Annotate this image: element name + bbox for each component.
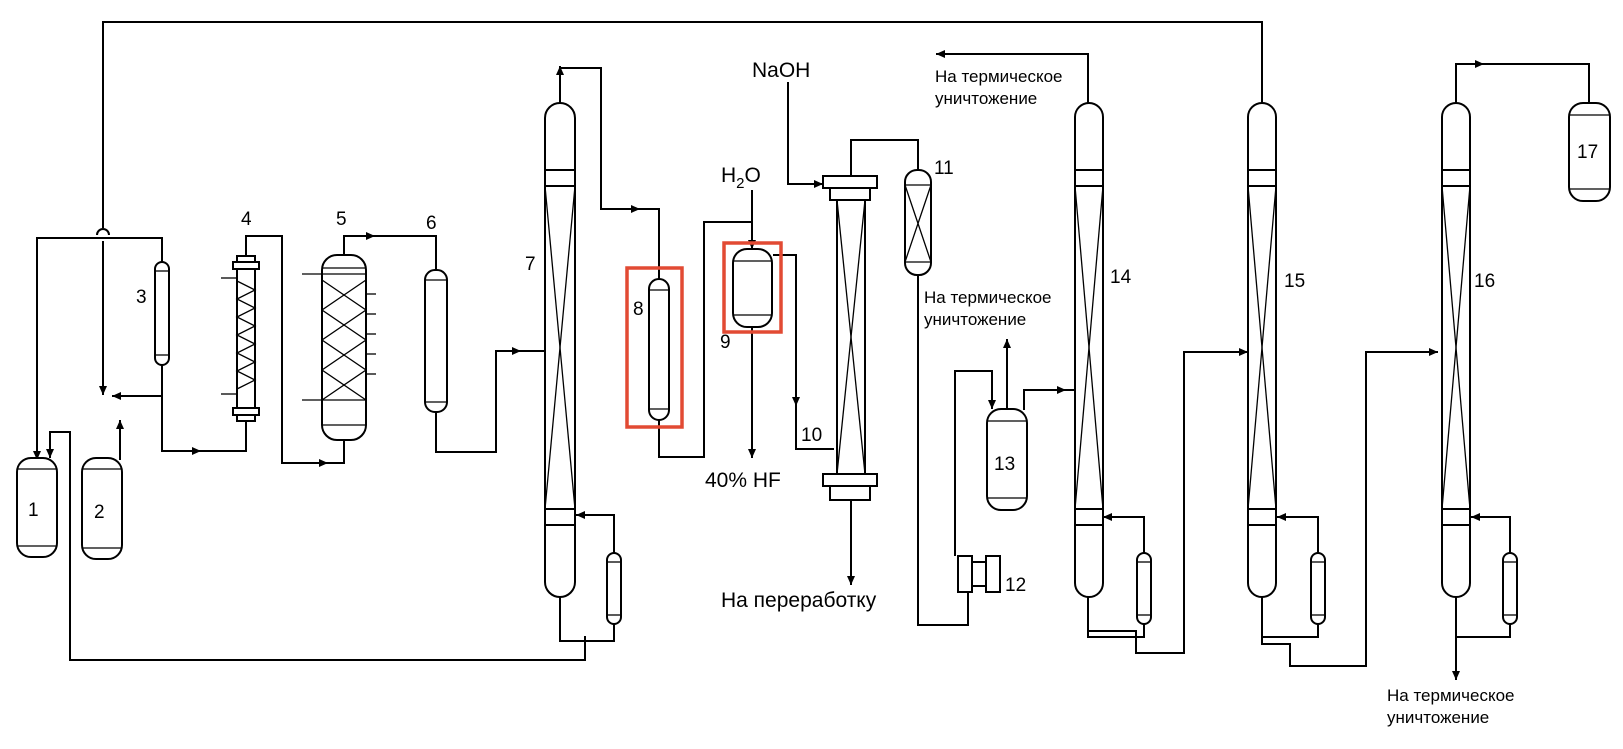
naoh-label: NaOH bbox=[752, 59, 810, 82]
line-3-to-1 bbox=[97, 237, 163, 262]
h2o-label: H2O bbox=[721, 164, 761, 192]
tank-1[interactable] bbox=[16, 457, 58, 558]
pump-12[interactable] bbox=[957, 555, 1001, 593]
column-15[interactable] bbox=[1247, 102, 1277, 598]
vessel-8[interactable] bbox=[648, 278, 670, 421]
thermal-label-16-line1: На термическое bbox=[1387, 686, 1515, 705]
line-hop bbox=[96, 228, 110, 236]
label-11: 11 bbox=[934, 158, 954, 179]
label-2: 2 bbox=[94, 502, 105, 523]
reflux-loop-16-b bbox=[1471, 513, 1511, 553]
line-4-to-5-b bbox=[326, 440, 345, 464]
label-3: 3 bbox=[136, 287, 147, 308]
thermal-label-14-line1: На термическое bbox=[935, 67, 1063, 86]
label-16: 16 bbox=[1474, 271, 1495, 292]
vessel-3[interactable] bbox=[154, 261, 170, 366]
equipment-labels: 1 2 3 4 5 6 7 8 9 10 11 12 13 14 15 16 1… bbox=[28, 142, 1598, 596]
line-4-feed bbox=[201, 421, 247, 452]
highlight-box-8 bbox=[625, 266, 684, 429]
line-16-top bbox=[1455, 60, 1484, 103]
vessel-9[interactable] bbox=[732, 248, 773, 328]
label-9: 9 bbox=[720, 332, 731, 353]
tank-17[interactable] bbox=[1568, 102, 1611, 202]
line-14-to-15 bbox=[1087, 348, 1248, 654]
line-15-to-16 bbox=[1261, 348, 1438, 667]
line-8-to-9 bbox=[658, 221, 756, 458]
label-14: 14 bbox=[1110, 267, 1132, 288]
column-16[interactable] bbox=[1441, 102, 1471, 598]
reflux-loop-14 bbox=[1087, 597, 1145, 638]
vessel-6[interactable] bbox=[424, 269, 448, 413]
label-8: 8 bbox=[633, 299, 644, 320]
reflux-loop-14-b bbox=[1103, 513, 1145, 553]
column-11[interactable] bbox=[904, 169, 932, 276]
hf-product-label: 40% HF bbox=[705, 469, 781, 492]
line-3-to-4 bbox=[161, 365, 201, 455]
line-5-to-6-b bbox=[370, 235, 437, 270]
label-12: 12 bbox=[1005, 575, 1026, 596]
thermal-label-16-line2: уничтожение bbox=[1387, 708, 1489, 727]
line-14-thermal bbox=[936, 50, 1089, 103]
label-17: 17 bbox=[1577, 142, 1598, 163]
condenser-15[interactable] bbox=[1310, 552, 1326, 625]
label-4: 4 bbox=[241, 209, 252, 230]
line-12-to-13 bbox=[954, 370, 996, 556]
line-naoh bbox=[787, 82, 823, 188]
line-5-to-6 bbox=[343, 232, 375, 255]
label-7: 7 bbox=[525, 254, 536, 275]
column-14[interactable] bbox=[1074, 102, 1104, 598]
reflux-loop-7 bbox=[559, 597, 615, 642]
heat-exchanger-4[interactable] bbox=[221, 255, 260, 422]
label-6: 6 bbox=[426, 213, 437, 234]
piping bbox=[33, 21, 1590, 680]
line-6-to-7 bbox=[435, 347, 521, 453]
line-11-to-12 bbox=[917, 275, 969, 626]
line-9-to-10-b bbox=[795, 404, 834, 450]
label-10: 10 bbox=[801, 425, 822, 446]
condenser-14[interactable] bbox=[1136, 552, 1152, 625]
line-16-to-17 bbox=[1480, 63, 1590, 103]
reflux-loop-7-b bbox=[576, 511, 615, 553]
reflux-loop-15 bbox=[1261, 597, 1319, 638]
stream-labels: NaOH H2O 40% HF На переработку На термич… bbox=[705, 59, 1515, 727]
line-10-to-11 bbox=[850, 139, 919, 176]
line-3-to-1-b bbox=[33, 237, 109, 460]
label-5: 5 bbox=[336, 209, 347, 230]
recycle-bottom-line bbox=[46, 431, 586, 661]
line-13-to-14 bbox=[1023, 386, 1066, 410]
reactor-5[interactable] bbox=[302, 254, 376, 441]
scrubber-10[interactable] bbox=[822, 175, 878, 501]
line-7-to-8-b bbox=[636, 208, 660, 279]
reflux-loop-16 bbox=[1455, 597, 1511, 638]
recycle-top-line bbox=[102, 21, 1263, 228]
reactor-5-ticks bbox=[366, 293, 376, 375]
tank-2[interactable] bbox=[81, 457, 123, 560]
thermal-label-13-line2: уничтожение bbox=[924, 310, 1026, 329]
thermal-label-14-line2: уничтожение bbox=[935, 89, 1037, 108]
recycle-label: На переработку bbox=[721, 589, 877, 612]
line-7-to-8 bbox=[560, 67, 640, 213]
thermal-label-13-line1: На термическое bbox=[924, 288, 1052, 307]
highlight-box-9 bbox=[722, 241, 783, 334]
column-7[interactable] bbox=[544, 102, 576, 598]
label-13: 13 bbox=[994, 454, 1015, 475]
label-15: 15 bbox=[1284, 271, 1305, 292]
label-1: 1 bbox=[28, 500, 39, 521]
line-4-to-5 bbox=[245, 235, 328, 467]
condenser-16[interactable] bbox=[1502, 552, 1518, 625]
reflux-loop-15-b bbox=[1277, 513, 1319, 553]
tank-13[interactable] bbox=[986, 408, 1028, 511]
condenser-7[interactable] bbox=[606, 552, 622, 625]
